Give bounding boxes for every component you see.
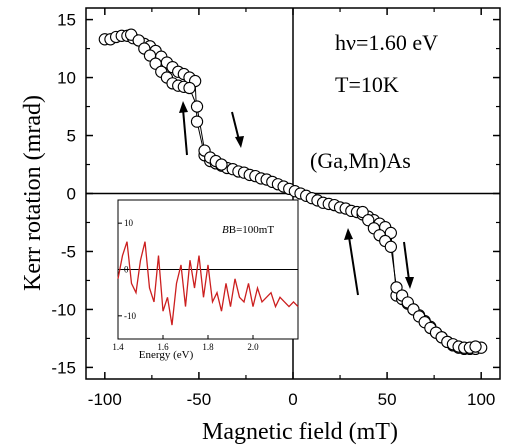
data-point [384, 240, 398, 253]
y-tick-label: -10 [51, 300, 76, 319]
sweep-arrow-right-up [344, 228, 359, 296]
x-tick-label: -50 [187, 390, 212, 409]
x-tick-label: 100 [467, 390, 495, 409]
inset-x-tick-label: 1.6 [157, 342, 169, 352]
inset-annotation-field: BB=100mT [222, 224, 274, 236]
y-tick-label: 0 [67, 185, 76, 204]
inset-ticks: 1.4 1.6 1.8 2.0 10 0 -10 [112, 218, 259, 352]
inset-x-tick-label: 1.4 [112, 342, 124, 352]
annotation-material: (Ga,Mn)As [310, 148, 411, 173]
y-tick-label: 10 [57, 69, 76, 88]
annotation-photon-energy: hν=1.60 eV [335, 30, 438, 55]
annotation-temperature: T=10K [335, 72, 399, 97]
y-tick-label: 5 [67, 127, 76, 146]
data-point [215, 158, 228, 171]
inset-spectrum-line [117, 241, 299, 326]
inset-plot: 1.4 1.6 1.8 2.0 10 0 -10 BB=100mT Energy (eV) [112, 199, 299, 361]
inset-y-tick-label: 10 [124, 218, 134, 228]
data-point [469, 340, 482, 353]
inset-annotation-text: B=100mT [229, 224, 275, 236]
inset-y-tick-label: 0 [124, 265, 129, 275]
sweep-arrow-right-down [403, 241, 414, 289]
inset-y-tick-label: -10 [124, 311, 136, 321]
inset-x-tick-label: 2.0 [247, 342, 259, 352]
inset-x-tick-label: 1.8 [202, 342, 214, 352]
y-tick-label: 15 [57, 11, 76, 30]
data-point [190, 115, 204, 128]
data-point [183, 81, 196, 95]
x-axis-title: Magnetic field (mT) [202, 419, 398, 445]
inset-x-axis-title: Energy (eV) [139, 349, 194, 361]
y-tick-label: -5 [61, 242, 76, 261]
y-axis-title: Kerr rotation (mrad) [20, 95, 46, 291]
sweep-arrow-left-up [179, 101, 188, 156]
x-tick-label: 0 [288, 390, 297, 409]
y-tick-label: -15 [51, 358, 76, 377]
sweep-arrow-left-down [231, 111, 244, 148]
data-point [190, 100, 204, 113]
x-tick-label: -100 [88, 390, 122, 409]
data-points [98, 28, 488, 356]
x-tick-label: 50 [378, 390, 397, 409]
